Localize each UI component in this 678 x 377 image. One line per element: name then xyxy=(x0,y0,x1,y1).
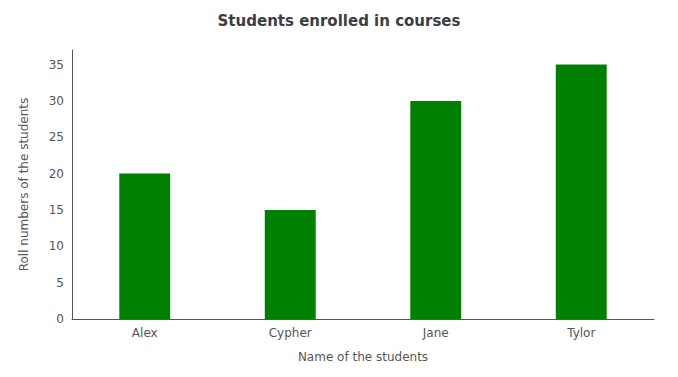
svg-text:15: 15 xyxy=(49,203,64,217)
svg-text:Roll numbers of the students: Roll numbers of the students xyxy=(17,98,31,272)
svg-text:30: 30 xyxy=(49,94,64,108)
svg-text:10: 10 xyxy=(49,239,64,253)
svg-text:20: 20 xyxy=(49,167,64,181)
svg-text:Tylor: Tylor xyxy=(566,326,595,340)
svg-text:Name of the students: Name of the students xyxy=(298,350,428,364)
svg-text:Jane: Jane xyxy=(422,326,449,340)
svg-text:0: 0 xyxy=(56,312,64,326)
svg-text:35: 35 xyxy=(49,58,64,72)
svg-text:Students enrolled in courses: Students enrolled in courses xyxy=(218,12,461,30)
svg-text:25: 25 xyxy=(49,130,64,144)
svg-text:Alex: Alex xyxy=(132,326,158,340)
svg-text:Cypher: Cypher xyxy=(269,326,312,340)
svg-text:5: 5 xyxy=(56,276,64,290)
